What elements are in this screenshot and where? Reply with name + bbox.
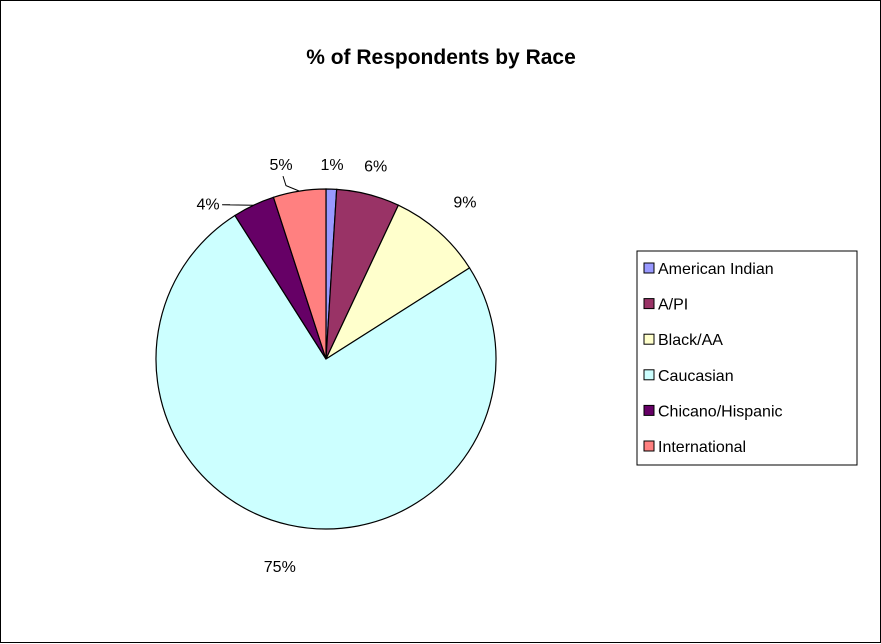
leader-lines bbox=[222, 175, 300, 206]
leader-line-international bbox=[282, 175, 300, 192]
data-label-chicano-hispanic: 4% bbox=[197, 197, 220, 214]
legend-swatch-chicano-hispanic bbox=[643, 404, 655, 416]
legend-label-chicano-hispanic: Chicano/Hispanic bbox=[658, 403, 783, 420]
data-label-a-pi: 6% bbox=[364, 158, 387, 175]
legend-label-a-pi: A/PI bbox=[658, 297, 688, 314]
data-labels: 1% 6% 9% 75% 4% 5% bbox=[197, 157, 477, 576]
pie-slice-caucasian bbox=[155, 214, 497, 530]
legend-swatch-caucasian bbox=[643, 369, 655, 381]
legend-swatch-black-aa bbox=[643, 333, 655, 345]
legend-box bbox=[636, 250, 858, 466]
pie-slices bbox=[155, 188, 497, 530]
legend-label-caucasian: Caucasian bbox=[658, 368, 734, 385]
legend-swatch-a-pi bbox=[643, 298, 655, 310]
legend-label-american-indian: American Indian bbox=[658, 261, 774, 278]
legend-swatch-american-indian bbox=[643, 262, 655, 274]
legend-label-black-aa: Black/AA bbox=[658, 332, 723, 349]
pie-slice-international bbox=[272, 188, 327, 360]
data-label-caucasian: 75% bbox=[264, 559, 296, 576]
data-label-international: 5% bbox=[269, 157, 292, 174]
leader-line-chicano-hispanic bbox=[222, 204, 254, 206]
data-label-black-aa: 9% bbox=[453, 195, 476, 212]
legend-label-international: International bbox=[658, 439, 746, 456]
legend: American Indian A/PI Black/AA Caucasian Chic… bbox=[636, 250, 858, 466]
data-label-american-indian: 1% bbox=[321, 157, 344, 174]
legend-swatch-international bbox=[643, 440, 655, 452]
chart-title: % of Respondents by Race bbox=[306, 46, 576, 69]
pie-slice-black-aa bbox=[324, 204, 471, 361]
